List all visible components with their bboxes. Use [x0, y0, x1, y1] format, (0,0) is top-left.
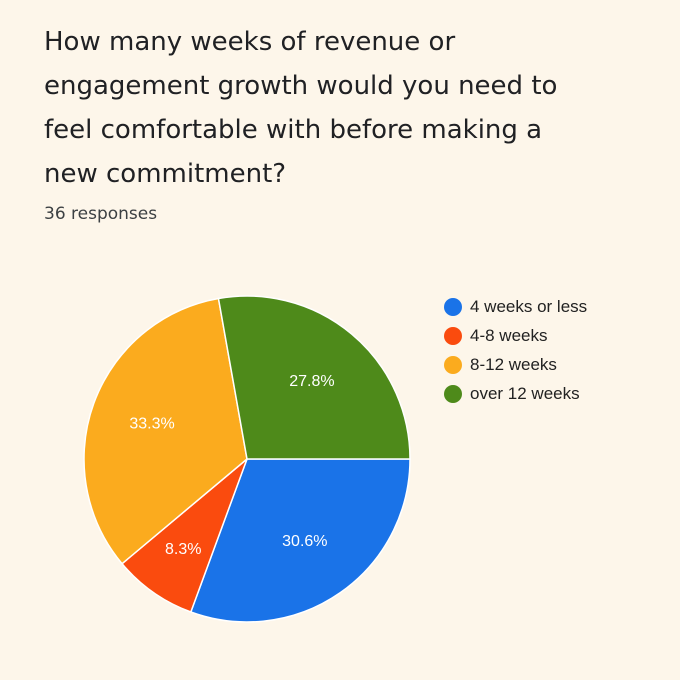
chart-legend: 4 weeks or less 4-8 weeks 8-12 weeks ove… [444, 292, 587, 408]
legend-label: 4 weeks or less [470, 296, 588, 316]
slice-percent-label: 8.3% [165, 541, 201, 558]
legend-label: over 12 weeks [470, 383, 580, 403]
pie-slice-over-12-weeks[interactable] [217, 295, 411, 460]
legend-item-8-12-weeks[interactable]: 8-12 weeks [444, 350, 587, 379]
legend-swatch [444, 297, 462, 316]
legend-label: 8-12 weeks [470, 354, 557, 374]
pie-slice-4-weeks-or-less[interactable] [189, 458, 411, 623]
slice-percent-label: 30.6% [282, 533, 327, 550]
slice-percent-label: 33.3% [129, 416, 174, 433]
legend-swatch [444, 384, 462, 403]
question-title: How many weeks of revenue or engagement … [44, 27, 558, 189]
legend-item-over-12-weeks[interactable]: over 12 weeks [444, 379, 587, 408]
legend-item-4-8-weeks[interactable]: 4-8 weeks [444, 321, 587, 350]
pie-slice-8-12-weeks[interactable] [83, 297, 248, 565]
legend-swatch [444, 326, 462, 345]
legend-item-4-weeks-or-less[interactable]: 4 weeks or less [444, 292, 587, 321]
legend-label: 4-8 weeks [470, 325, 548, 345]
legend-swatch [444, 355, 462, 374]
slice-percent-label: 27.8% [289, 373, 334, 390]
response-count: 36 responses [44, 204, 158, 224]
